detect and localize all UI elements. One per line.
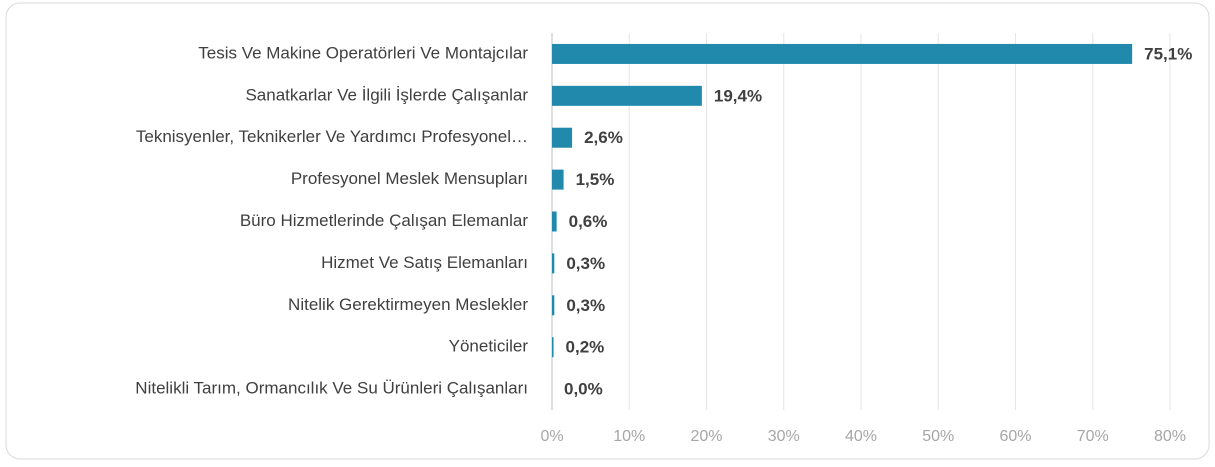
- x-tick-label: 0%: [540, 428, 563, 445]
- value-label: 19,4%: [714, 86, 762, 105]
- bar: [552, 253, 555, 274]
- y-tick-label: Profesyonel Meslek Mensupları: [291, 169, 528, 188]
- y-tick-label: Hizmet Ve Satış Elemanları: [321, 253, 528, 272]
- x-tick-label: 40%: [845, 428, 877, 445]
- x-tick-label: 10%: [613, 428, 645, 445]
- x-tick-label: 80%: [1154, 428, 1186, 445]
- value-label: 1,5%: [576, 170, 615, 189]
- value-label: 0,6%: [569, 212, 608, 231]
- bar: [552, 127, 573, 148]
- y-tick-label: Sanatkarlar Ve İlgili İşlerde Çalışanlar: [245, 85, 528, 104]
- x-tick-label: 70%: [1077, 428, 1109, 445]
- y-tick-label: Teknisyenler, Teknikerler Ve Yardımcı Pr…: [136, 127, 528, 146]
- value-label: 0,2%: [566, 338, 605, 357]
- y-tick-label: Tesis Ve Makine Operatörleri Ve Montajcı…: [198, 43, 528, 62]
- value-label: 0,3%: [566, 296, 605, 315]
- x-tick-label: 20%: [690, 428, 722, 445]
- bar: [552, 295, 555, 316]
- x-tick-label: 30%: [768, 428, 800, 445]
- value-label: 0,3%: [566, 254, 605, 273]
- bar: [552, 43, 1133, 64]
- bar: [552, 169, 564, 190]
- y-tick-label: Büro Hizmetlerinde Çalışan Elemanlar: [240, 211, 529, 230]
- chart-frame: [5, 2, 1210, 460]
- x-tick-label: 60%: [999, 428, 1031, 445]
- x-tick-label: 50%: [922, 428, 954, 445]
- bar: [552, 211, 557, 232]
- value-label: 75,1%: [1144, 44, 1192, 63]
- value-label: 2,6%: [584, 128, 623, 147]
- value-label: 0,0%: [564, 380, 603, 399]
- bar: [552, 85, 702, 106]
- y-tick-label: Nitelikli Tarım, Ormancılık Ve Su Ürünle…: [135, 379, 528, 398]
- bar: [552, 337, 554, 358]
- y-tick-label: Nitelik Gerektirmeyen Meslekler: [288, 295, 528, 314]
- y-tick-label: Yöneticiler: [449, 337, 529, 356]
